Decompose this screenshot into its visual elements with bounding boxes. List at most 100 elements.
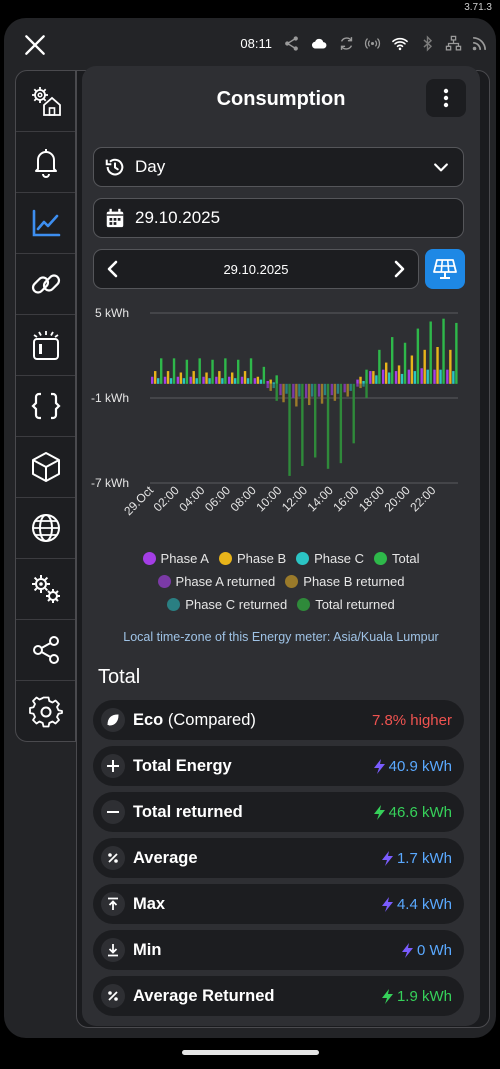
- bar[interactable]: [372, 371, 375, 384]
- bar[interactable]: [416, 328, 420, 384]
- legend-item[interactable]: Phase A returned: [157, 574, 275, 589]
- bar[interactable]: [301, 383, 304, 466]
- bar[interactable]: [446, 369, 449, 384]
- bar[interactable]: [292, 383, 295, 398]
- legend-item[interactable]: Total returned: [297, 597, 395, 612]
- bar[interactable]: [397, 365, 401, 384]
- close-icon[interactable]: [22, 32, 48, 58]
- bar[interactable]: [185, 359, 189, 384]
- bar[interactable]: [279, 383, 282, 396]
- bar[interactable]: [369, 371, 372, 384]
- bar[interactable]: [442, 318, 445, 384]
- bar[interactable]: [413, 371, 417, 384]
- bar[interactable]: [285, 383, 288, 394]
- sidebar-item-scripts[interactable]: [16, 376, 75, 437]
- sidebar-item-links[interactable]: [16, 254, 75, 315]
- bar[interactable]: [333, 383, 337, 401]
- bar[interactable]: [163, 376, 167, 384]
- bar[interactable]: [275, 383, 278, 401]
- date-field[interactable]: 29.10.2025: [93, 198, 464, 238]
- bar[interactable]: [234, 378, 237, 384]
- bar[interactable]: [295, 383, 298, 407]
- bar[interactable]: [211, 359, 214, 384]
- bar[interactable]: [359, 383, 362, 389]
- bar[interactable]: [449, 349, 452, 384]
- bar[interactable]: [182, 378, 186, 384]
- bar[interactable]: [394, 371, 398, 384]
- bar[interactable]: [237, 359, 240, 384]
- bar[interactable]: [375, 375, 378, 384]
- bar[interactable]: [259, 379, 263, 384]
- sidebar-item-consumption[interactable]: [16, 193, 75, 254]
- bar[interactable]: [388, 372, 391, 384]
- bar[interactable]: [305, 383, 308, 398]
- legend-item[interactable]: Phase B returned: [285, 574, 404, 589]
- bar[interactable]: [352, 383, 355, 444]
- bar[interactable]: [249, 358, 253, 384]
- bar[interactable]: [407, 369, 411, 384]
- chevron-right-icon[interactable]: [392, 260, 406, 278]
- legend-item[interactable]: Phase A: [142, 551, 209, 566]
- bar[interactable]: [330, 383, 334, 396]
- bar[interactable]: [157, 378, 160, 384]
- bar[interactable]: [205, 372, 208, 384]
- bar[interactable]: [272, 383, 275, 389]
- bar[interactable]: [420, 368, 423, 384]
- bar[interactable]: [429, 321, 432, 384]
- bar[interactable]: [195, 378, 198, 384]
- bar[interactable]: [320, 383, 324, 404]
- bar[interactable]: [288, 383, 291, 476]
- bar[interactable]: [323, 383, 327, 396]
- home-indicator[interactable]: [182, 1050, 319, 1055]
- bar[interactable]: [172, 358, 176, 384]
- bar[interactable]: [202, 376, 205, 384]
- bar[interactable]: [231, 372, 234, 384]
- bar[interactable]: [339, 383, 343, 464]
- bar[interactable]: [272, 382, 275, 384]
- legend-item[interactable]: Phase C: [296, 551, 364, 566]
- bar[interactable]: [365, 369, 368, 384]
- legend-item[interactable]: Phase C returned: [167, 597, 287, 612]
- bar[interactable]: [410, 355, 414, 384]
- bar[interactable]: [385, 362, 388, 384]
- bar[interactable]: [151, 376, 154, 384]
- bar[interactable]: [224, 358, 227, 384]
- bar[interactable]: [326, 383, 330, 469]
- sidebar-item-share[interactable]: [16, 620, 75, 681]
- bar[interactable]: [215, 376, 218, 384]
- legend-item[interactable]: Total: [374, 551, 419, 566]
- bar[interactable]: [240, 376, 244, 384]
- bar[interactable]: [208, 378, 211, 384]
- bar[interactable]: [403, 342, 407, 384]
- bar[interactable]: [262, 366, 266, 384]
- bar[interactable]: [314, 383, 317, 458]
- bar[interactable]: [253, 378, 257, 384]
- bar[interactable]: [391, 337, 394, 384]
- legend-item[interactable]: Phase B: [218, 551, 286, 566]
- bar[interactable]: [356, 379, 359, 384]
- bar[interactable]: [179, 372, 183, 384]
- bar[interactable]: [359, 376, 362, 384]
- bar[interactable]: [166, 371, 170, 384]
- bar[interactable]: [308, 383, 311, 406]
- bar[interactable]: [298, 383, 301, 397]
- bar[interactable]: [311, 383, 314, 397]
- bar[interactable]: [362, 383, 365, 387]
- period-select[interactable]: Day: [93, 147, 464, 187]
- sidebar-item-advanced[interactable]: [16, 559, 75, 620]
- bar[interactable]: [439, 369, 442, 384]
- bar[interactable]: [317, 383, 321, 397]
- bar[interactable]: [356, 383, 359, 387]
- more-menu-button[interactable]: [426, 79, 466, 117]
- bar[interactable]: [455, 322, 458, 384]
- bar[interactable]: [246, 378, 250, 384]
- bar[interactable]: [176, 376, 180, 384]
- bar[interactable]: [228, 376, 231, 384]
- bar[interactable]: [269, 379, 272, 384]
- bar[interactable]: [198, 358, 201, 384]
- bar[interactable]: [275, 375, 278, 384]
- bar[interactable]: [189, 376, 192, 384]
- bar[interactable]: [243, 371, 247, 384]
- bar[interactable]: [160, 358, 163, 384]
- sidebar-item-notifications[interactable]: [16, 132, 75, 193]
